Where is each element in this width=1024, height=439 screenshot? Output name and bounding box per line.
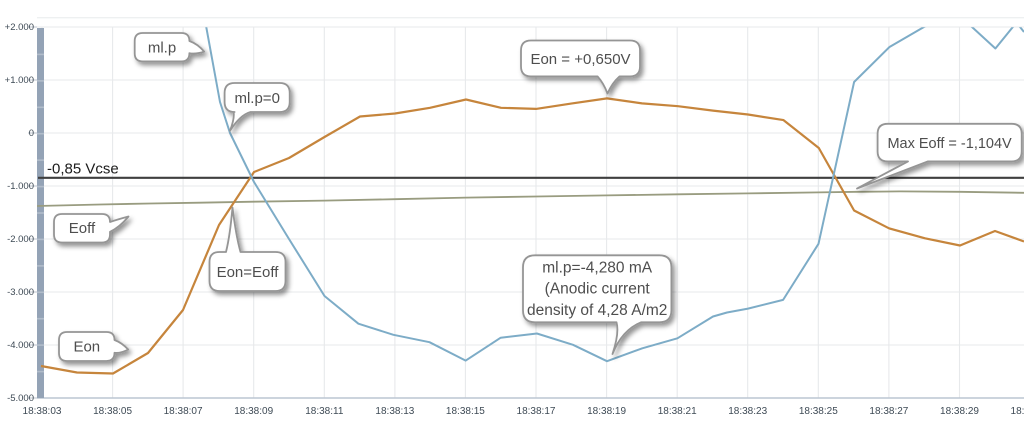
svg-text:18:38:19: 18:38:19	[587, 406, 626, 417]
svg-text:ml.p=-4,280 mA: ml.p=-4,280 mA	[542, 260, 653, 277]
svg-text:Max Eoff = -1,104V: Max Eoff = -1,104V	[887, 136, 1012, 152]
svg-text:Eon=Eoff: Eon=Eoff	[217, 264, 280, 281]
svg-text:18:38:21: 18:38:21	[658, 406, 697, 417]
svg-text:-1.000: -1.000	[7, 181, 34, 192]
svg-text:18:38:27: 18:38:27	[869, 406, 908, 417]
svg-text:18:38:25: 18:38:25	[799, 406, 838, 417]
svg-text:18:38:11: 18:38:11	[305, 406, 344, 417]
svg-text:Eon = +0,650V: Eon = +0,650V	[530, 51, 630, 68]
svg-text:+2.000: +2.000	[5, 22, 34, 33]
svg-text:18:38:05: 18:38:05	[93, 406, 132, 417]
svg-text:ml.p=0: ml.p=0	[234, 90, 279, 107]
svg-text:(Anodic current: (Anodic current	[545, 281, 651, 298]
svg-text:18:38:17: 18:38:17	[517, 406, 556, 417]
svg-text:-5.000: -5.000	[7, 393, 34, 404]
svg-text:+1.000: +1.000	[5, 75, 34, 86]
svg-text:18:38:15: 18:38:15	[446, 406, 485, 417]
svg-text:Eoff: Eoff	[69, 220, 96, 237]
svg-text:0: 0	[29, 128, 34, 139]
svg-text:density of 4,28 A/m2: density of 4,28 A/m2	[527, 302, 667, 319]
svg-text:18:38:09: 18:38:09	[234, 406, 273, 417]
svg-text:-2.000: -2.000	[7, 234, 34, 245]
svg-text:-3.000: -3.000	[7, 287, 34, 298]
svg-text:18:38:23: 18:38:23	[728, 406, 767, 417]
svg-text:18:38:07: 18:38:07	[164, 406, 203, 417]
svg-text:-4.000: -4.000	[7, 340, 34, 351]
svg-text:18:38:31: 18:38:31	[1011, 406, 1024, 417]
svg-text:18:38:03: 18:38:03	[23, 406, 62, 417]
svg-text:ml.p: ml.p	[148, 39, 176, 56]
svg-text:18:38:29: 18:38:29	[940, 406, 979, 417]
svg-text:-0,85 Vcse: -0,85 Vcse	[47, 161, 119, 178]
svg-text:Eon: Eon	[73, 339, 100, 356]
svg-text:18:38:13: 18:38:13	[375, 406, 414, 417]
